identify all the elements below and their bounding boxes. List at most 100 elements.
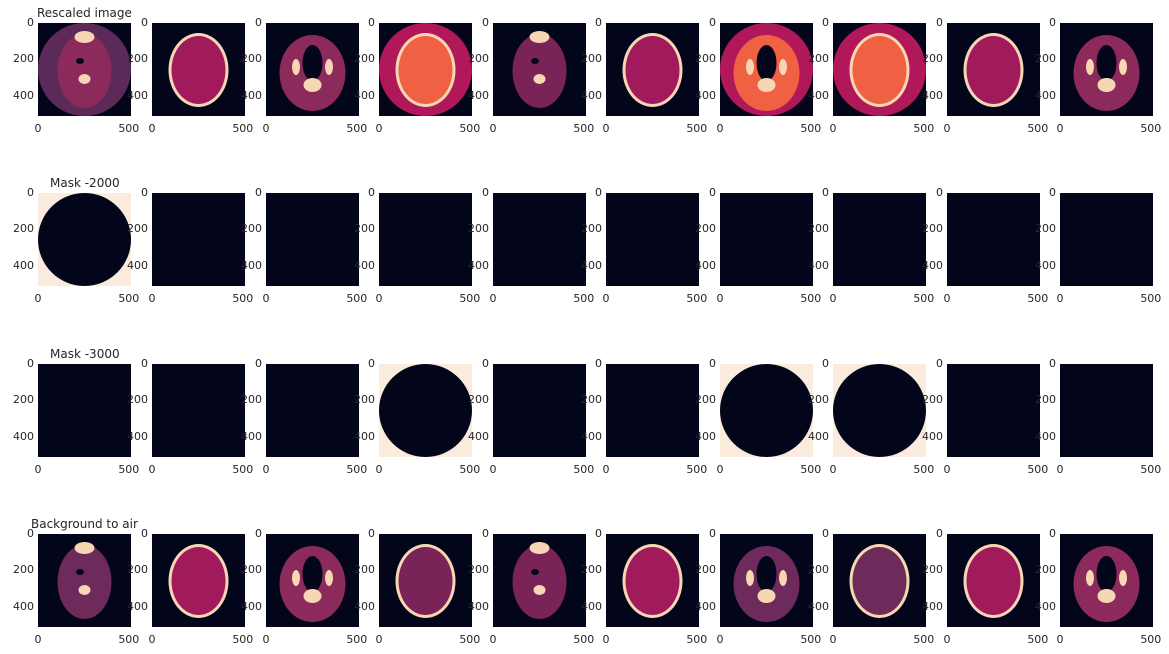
y-tick-label: 400 — [13, 599, 34, 613]
image-background-to-air-1 — [38, 534, 131, 627]
y-tick-label: 200 — [127, 393, 148, 407]
image-panel-background-to-air-9 — [947, 534, 1040, 627]
x-tick-label: 500 — [346, 292, 368, 305]
y-tick-label: 400 — [127, 258, 148, 272]
y-tick-label: 0 — [709, 357, 716, 370]
image-mask-3000-8 — [833, 364, 926, 457]
image-mask-3000-1 — [38, 364, 131, 457]
y-tick-label: 200 — [127, 222, 148, 236]
image-panel-background-to-air-10 — [1060, 534, 1153, 627]
x-tick-label: 500 — [913, 122, 935, 135]
x-tick-label: 0 — [716, 292, 724, 305]
x-tick-label: 0 — [1056, 292, 1064, 305]
image-panel-mask-3000-4 — [379, 364, 472, 457]
x-tick-label: 500 — [686, 122, 708, 135]
x-tick-label: 0 — [262, 122, 270, 135]
x-tick-label: 500 — [118, 122, 140, 135]
image-mask-2000-10 — [1060, 193, 1153, 286]
image-panel-rescaled-9 — [947, 23, 1040, 116]
y-tick-label: 400 — [581, 258, 602, 272]
image-background-to-air-9 — [947, 534, 1040, 627]
image-rescaled-8 — [833, 23, 926, 116]
image-panel-mask-3000-3 — [266, 364, 359, 457]
image-panel-mask-2000-1 — [38, 193, 131, 286]
y-tick-label: 0 — [368, 527, 375, 540]
y-tick-label: 400 — [922, 258, 943, 272]
y-tick-label: 400 — [468, 429, 489, 443]
y-tick-label: 200 — [127, 52, 148, 66]
x-tick-label: 0 — [602, 292, 610, 305]
y-tick-label: 400 — [695, 88, 716, 102]
image-mask-2000-6 — [606, 193, 699, 286]
image-panel-mask-3000-5 — [493, 364, 586, 457]
image-rescaled-2 — [152, 23, 245, 116]
image-mask-3000-6 — [606, 364, 699, 457]
y-tick-label: 400 — [922, 429, 943, 443]
y-tick-label: 200 — [922, 222, 943, 236]
image-mask-2000-1 — [38, 193, 131, 286]
y-tick-label: 0 — [936, 16, 943, 29]
image-panel-mask-3000-2 — [152, 364, 245, 457]
y-tick-label: 0 — [936, 527, 943, 540]
y-tick-label: 400 — [695, 599, 716, 613]
y-tick-label: 400 — [241, 599, 262, 613]
y-tick-label: 200 — [808, 52, 829, 66]
row-title-mask-2000: Mask -2000 — [50, 176, 120, 190]
x-tick-label: 500 — [573, 633, 595, 646]
x-tick-label: 0 — [716, 633, 724, 646]
y-tick-label: 400 — [241, 429, 262, 443]
y-tick-label: 200 — [468, 52, 489, 66]
y-tick-label: 200 — [1035, 52, 1056, 66]
x-tick-label: 0 — [943, 633, 951, 646]
y-tick-label: 200 — [808, 563, 829, 577]
image-panel-rescaled-4 — [379, 23, 472, 116]
x-tick-label: 500 — [346, 633, 368, 646]
y-tick-label: 0 — [27, 186, 34, 199]
image-panel-background-to-air-8 — [833, 534, 926, 627]
y-tick-label: 400 — [354, 599, 375, 613]
x-tick-label: 0 — [489, 122, 497, 135]
x-tick-label: 0 — [148, 122, 156, 135]
image-mask-3000-5 — [493, 364, 586, 457]
image-panel-background-to-air-6 — [606, 534, 699, 627]
y-tick-label: 200 — [1035, 563, 1056, 577]
y-tick-label: 400 — [808, 258, 829, 272]
y-tick-label: 400 — [1035, 429, 1056, 443]
y-tick-label: 0 — [595, 357, 602, 370]
x-tick-label: 500 — [1140, 122, 1162, 135]
image-mask-2000-9 — [947, 193, 1040, 286]
x-tick-label: 500 — [459, 292, 481, 305]
y-tick-label: 200 — [241, 563, 262, 577]
y-tick-label: 200 — [468, 222, 489, 236]
x-tick-label: 500 — [913, 292, 935, 305]
y-tick-label: 400 — [922, 599, 943, 613]
image-panel-mask-3000-6 — [606, 364, 699, 457]
image-panel-mask-3000-8 — [833, 364, 926, 457]
image-mask-2000-7 — [720, 193, 813, 286]
y-tick-label: 0 — [595, 186, 602, 199]
image-panel-background-to-air-7 — [720, 534, 813, 627]
y-tick-label: 0 — [936, 186, 943, 199]
y-tick-label: 0 — [595, 16, 602, 29]
y-tick-label: 200 — [241, 393, 262, 407]
y-tick-label: 400 — [241, 258, 262, 272]
x-tick-label: 0 — [375, 122, 383, 135]
y-tick-label: 0 — [141, 16, 148, 29]
image-mask-2000-3 — [266, 193, 359, 286]
image-background-to-air-8 — [833, 534, 926, 627]
x-tick-label: 500 — [346, 122, 368, 135]
y-tick-label: 200 — [695, 222, 716, 236]
y-tick-label: 400 — [354, 88, 375, 102]
image-rescaled-4 — [379, 23, 472, 116]
image-panel-mask-3000-10 — [1060, 364, 1153, 457]
x-tick-label: 0 — [943, 463, 951, 476]
x-tick-label: 0 — [34, 633, 42, 646]
y-tick-label: 400 — [468, 258, 489, 272]
y-tick-label: 0 — [482, 527, 489, 540]
y-tick-label: 0 — [27, 527, 34, 540]
x-tick-label: 0 — [602, 122, 610, 135]
x-tick-label: 500 — [800, 122, 822, 135]
image-mask-3000-3 — [266, 364, 359, 457]
row-title-mask-3000: Mask -3000 — [50, 347, 120, 361]
x-tick-label: 0 — [489, 292, 497, 305]
